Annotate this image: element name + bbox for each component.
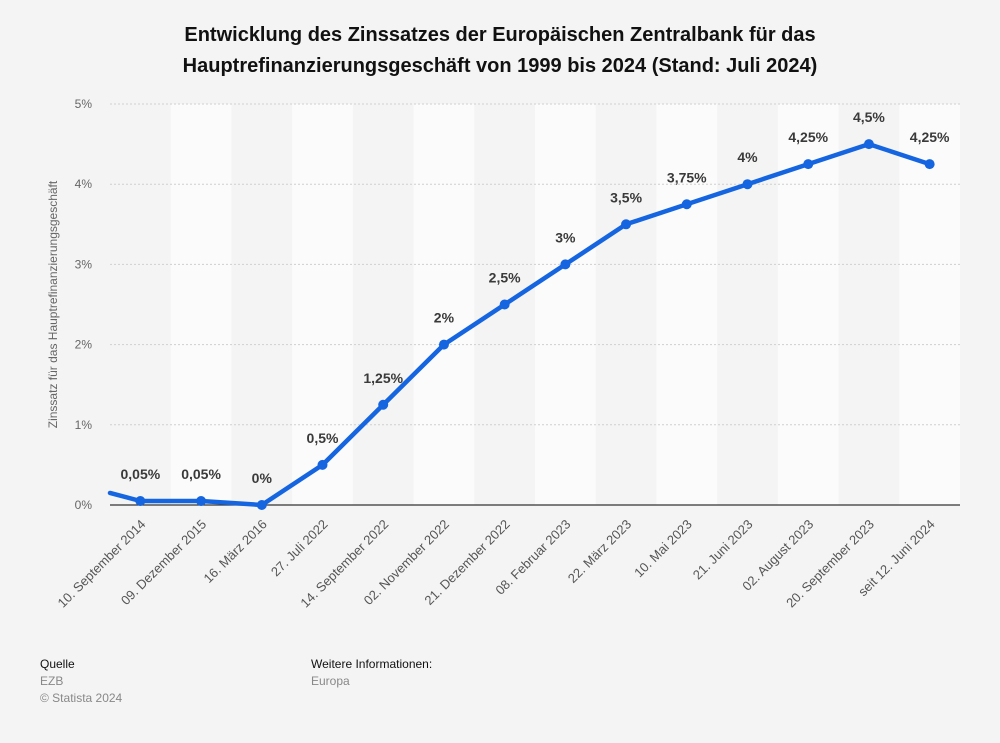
x-tick-label: 16. März 2016 [201,517,270,586]
data-label: 4,5% [853,109,885,125]
chart-title-line-1: Entwicklung des Zinssatzes der Europäisc… [184,24,816,46]
info-label: Weitere Informationen: [311,657,433,671]
info-block: Weitere Informationen: Europa [311,656,432,690]
data-point [499,299,510,310]
chart-title-line-2: Hauptrefinanzierungsgeschäft von 1999 bi… [182,55,818,77]
data-point [621,219,632,230]
data-label: 1,25% [363,370,403,386]
data-label: 2,5% [489,270,521,286]
data-point [803,159,814,170]
data-point [742,179,753,190]
y-axis-title: Zinssatz für das Hauptrefinanzierungsges… [46,180,60,428]
x-tick-label: 10. Mai 2023 [631,517,695,581]
y-tick-label: 3% [75,257,93,271]
source-block: Quelle EZB © Statista 2024 [40,656,122,707]
chart-title: Entwicklung des Zinssatzes der Europäisc… [0,20,1000,82]
x-tick-label: 22. März 2023 [565,517,634,586]
data-label: 4,25% [788,129,828,145]
data-point [560,259,571,270]
data-point [135,495,146,506]
data-point [924,159,935,170]
y-tick-label: 1% [75,418,93,432]
data-label: 4,25% [910,129,950,145]
data-label: 3,75% [667,169,707,185]
y-tick-label: 5% [75,97,93,111]
y-tick-label: 0% [75,498,93,512]
y-tick-label: 2% [75,338,93,352]
x-tick-label: 27. Juli 2022 [268,517,331,580]
x-tick-label: 21. Juni 2023 [690,517,756,583]
column-band [656,104,718,505]
line-chart: 0% 1% 2% 3% 4% 5% Zinssatz für das Hauptrefina… [46,97,960,610]
data-point [863,139,874,150]
data-point [681,199,692,210]
column-band [292,104,353,505]
data-point [196,495,207,506]
data-label: 4% [737,149,758,165]
data-point [378,399,389,410]
column-band [899,104,960,505]
data-label: 2% [434,310,455,326]
column-band [413,104,475,505]
copyright: © Statista 2024 [40,691,123,705]
data-point [317,459,328,470]
data-label: 3% [555,229,576,245]
data-label: 0,5% [307,430,339,446]
data-label: 0,05% [121,466,161,482]
data-label: 3,5% [610,189,642,205]
info-value: Europa [311,674,350,688]
source-value[interactable]: EZB [40,674,64,688]
column-band [535,104,596,505]
column-band [170,104,232,505]
source-label: Quelle [40,657,75,671]
data-label: 0,05% [181,466,221,482]
data-label: 0% [252,470,273,486]
data-point [256,500,267,510]
y-tick-label: 4% [75,177,93,191]
data-point [438,339,449,350]
